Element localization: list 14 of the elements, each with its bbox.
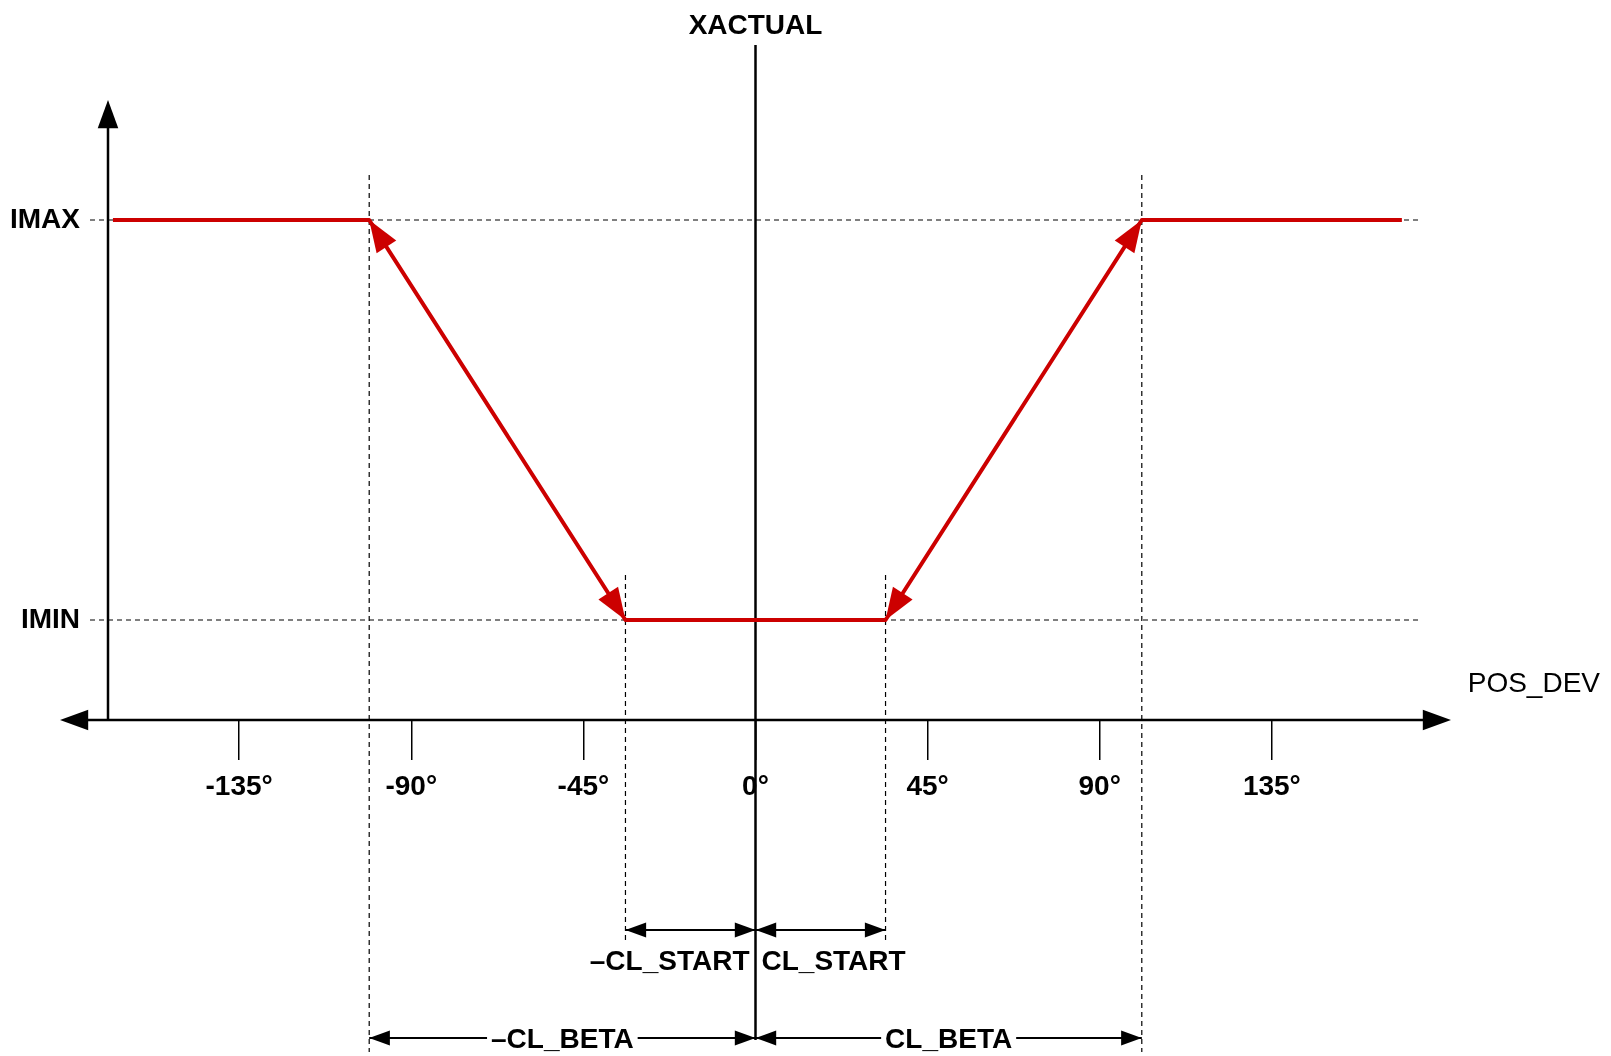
ref-line-label: XACTUAL — [688, 8, 823, 40]
x-axis-title: POS_DEV — [1467, 666, 1601, 698]
x-tick-label: -45° — [557, 769, 610, 801]
ref-line-label: IMIN — [20, 602, 80, 634]
x-tick-label: 45° — [906, 769, 949, 801]
x-tick-label: 135° — [1242, 769, 1301, 801]
x-tick-label: -90° — [385, 769, 438, 801]
text: CL_BETA — [885, 1022, 1013, 1054]
x-tick-label: -135° — [205, 769, 273, 801]
text: CL_START — [761, 944, 906, 976]
ref-line-label: IMAX — [10, 202, 81, 234]
x-tick-label: 90° — [1078, 769, 1121, 801]
text: –CL_BETA — [491, 1022, 634, 1054]
text: –CL_START — [589, 944, 750, 976]
